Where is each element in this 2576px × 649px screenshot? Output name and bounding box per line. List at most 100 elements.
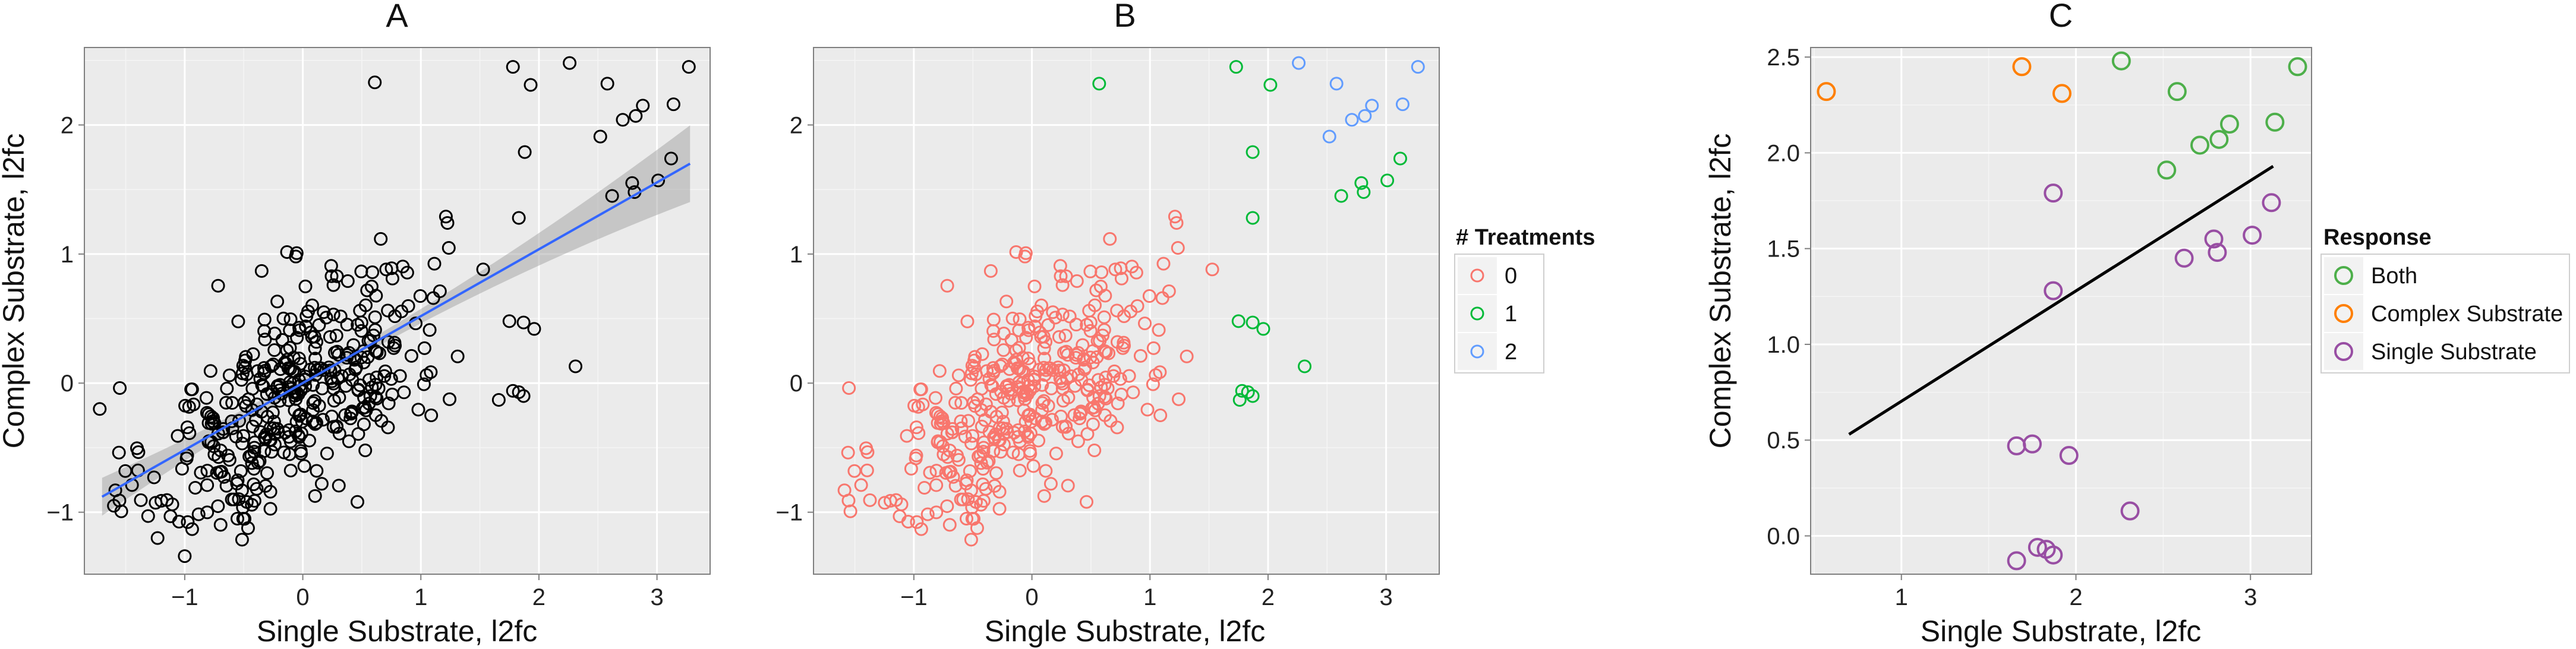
panel-b-point [976, 494, 991, 508]
panel-c-y-tick-label: 1.0 [1767, 332, 1800, 358]
panel-b-legend-key [1456, 332, 1498, 371]
panel-a-point [440, 216, 455, 230]
panel-b-point [1091, 397, 1105, 411]
panel-a-point [524, 78, 538, 92]
panel-b-point [1345, 113, 1359, 127]
panel-b-point [954, 414, 968, 429]
panel-b-point [1005, 311, 1020, 325]
panel-b-point [929, 478, 944, 492]
panel-a-point [211, 499, 225, 513]
panel-a-x-tick-label: −1 [171, 584, 198, 610]
panel-b-point [1329, 77, 1344, 91]
panel-a-point [625, 176, 639, 190]
panel-a-point [651, 173, 666, 188]
panel-b-point [992, 485, 1007, 499]
panel-b-point [986, 312, 1001, 327]
panel-c-plot-background [1811, 48, 2312, 574]
panel-a-point [373, 346, 387, 360]
panel-a-point [185, 382, 199, 397]
panel-a-point [314, 477, 329, 491]
panel-b-point [975, 382, 989, 396]
panel-a-point [323, 330, 337, 344]
panel-b-point [843, 504, 857, 518]
panel-a-point [289, 246, 304, 260]
panel-a-point [265, 385, 279, 399]
panel-b-point [1027, 279, 1042, 293]
panel-a-point [563, 56, 577, 70]
panel-b-point [975, 419, 989, 433]
panel-c-legend-label: Both [2371, 264, 2417, 289]
panel-b-point [1133, 349, 1147, 363]
panel-a-point [231, 314, 245, 328]
panel-b-y-tick-label: −1 [775, 500, 803, 526]
panel-a-point [351, 427, 365, 441]
panel-b-point [1027, 379, 1042, 393]
panel-b-point [1054, 269, 1068, 283]
panel-c-point [2288, 57, 2307, 77]
panel-a-point [381, 420, 395, 435]
panel-c-point [2219, 115, 2239, 134]
panel-b-point [1010, 353, 1024, 367]
panel-b-point [1036, 330, 1051, 344]
panel-a-point [266, 406, 280, 420]
panel-a-point [388, 338, 402, 353]
panel-b-point [1156, 257, 1171, 271]
panel-b-point [1074, 404, 1088, 419]
panel-a-point [422, 323, 437, 337]
panel-b-point [1113, 372, 1127, 386]
panel-a-point [326, 308, 340, 322]
panel-a-point [245, 456, 259, 470]
panel-b-point [1026, 459, 1041, 473]
panel-a-point [249, 413, 263, 427]
panel-b-point [909, 420, 923, 435]
panel-b-point [1098, 408, 1112, 422]
panel-a-title: A [386, 0, 408, 34]
panel-b-point [1009, 245, 1023, 259]
panel-a-point [93, 402, 107, 416]
panel-b-point [1334, 189, 1348, 203]
panel-a-y-tick-label: −1 [46, 500, 74, 526]
panel-a-point [616, 113, 630, 127]
panel-a-point [194, 466, 208, 480]
panel-a-point [200, 478, 215, 492]
panel-b-point [951, 452, 966, 467]
panel-a-point [260, 427, 274, 441]
panel-a-point [232, 492, 246, 506]
panel-b-point [951, 368, 966, 382]
panel-a-point [257, 312, 272, 327]
panel-b-point [964, 483, 978, 498]
panel-b-point [1093, 279, 1108, 293]
panel-a-point [439, 210, 453, 224]
panel-b-point [1071, 434, 1085, 448]
panel-b-point [1106, 369, 1121, 383]
panel-b-point [1052, 330, 1066, 344]
panel-b-point [1263, 78, 1278, 92]
panel-a-point [200, 464, 215, 478]
panel-a-point [280, 245, 294, 259]
panel-b-point [929, 505, 944, 520]
panel-b-y-tick-label: 1 [790, 242, 803, 268]
panel-b-point [1068, 379, 1082, 393]
panel-a-point [340, 318, 354, 332]
panel-c-legend-key [2323, 256, 2364, 295]
panel-b-point [1114, 271, 1128, 286]
panel-a-point [339, 379, 353, 393]
panel-b-point [983, 264, 998, 278]
panel-c-point [2243, 226, 2262, 245]
panel-b-title: B [1114, 0, 1136, 34]
panel-b-point [932, 364, 947, 378]
panel-a-point [417, 377, 431, 391]
panel-a-point [664, 151, 678, 166]
panel-a-point [283, 463, 298, 477]
panel-b-point [948, 395, 963, 410]
panel-c-legend-title: Response [2323, 225, 2432, 250]
panel-b-x-tick-label: 2 [1262, 584, 1275, 610]
panel-b-point [1016, 385, 1030, 399]
panel-b-point [1055, 308, 1070, 322]
panel-a-point [131, 445, 146, 460]
panel-b-point [1155, 291, 1169, 305]
panel-a-point [147, 470, 161, 485]
panel-a-point [294, 357, 308, 371]
panel-a-point [230, 511, 244, 525]
panel-b-point [1059, 269, 1073, 283]
